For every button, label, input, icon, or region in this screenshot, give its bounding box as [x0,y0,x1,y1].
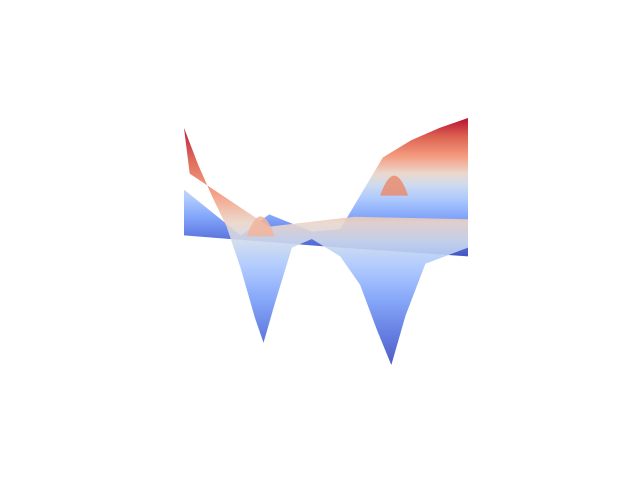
surface-ridge-bump [246,216,275,237]
surface-layer [184,118,468,365]
surface-ridge-bump [380,175,409,196]
surface-front-sheet [184,127,468,365]
